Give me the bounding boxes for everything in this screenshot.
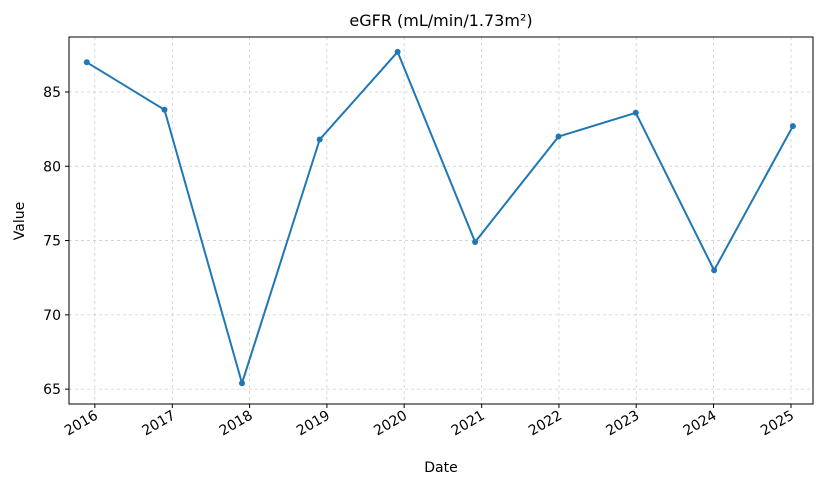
data-point	[83, 59, 90, 66]
x-tick-label: 2022	[526, 408, 565, 440]
x-tick-label: 2018	[217, 408, 256, 440]
y-tick-label: 65	[43, 382, 61, 398]
y-axis-ticks: 65 70 75 80 85	[43, 85, 69, 398]
data-point	[632, 109, 639, 116]
data-point	[394, 48, 401, 55]
x-axis-ticks: 2016 2017 2018 2019 2020 2021 2022 2023 2024 2025	[62, 404, 797, 439]
data-point	[555, 133, 562, 140]
y-tick-label: 70	[43, 308, 61, 324]
plot-area-frame	[68, 36, 814, 405]
x-tick-label: 2024	[681, 408, 720, 440]
data-point	[789, 123, 796, 130]
x-axis-label: Date	[424, 460, 457, 476]
data-point	[316, 136, 323, 143]
x-tick-label: 2021	[449, 408, 488, 440]
x-tick-label: 2019	[294, 408, 333, 440]
data-point	[238, 380, 245, 387]
data-point	[711, 267, 718, 274]
x-tick-label: 2020	[371, 408, 410, 440]
x-tick-label: 2017	[139, 408, 178, 440]
y-tick-label: 75	[43, 234, 61, 250]
series-line	[86, 50, 794, 385]
y-axis-label: Value	[12, 202, 28, 240]
data-point	[472, 239, 479, 246]
series-layer	[83, 48, 796, 387]
chart-title: eGFR (mL/min/1.73m²)	[349, 11, 532, 30]
x-tick-label: 2023	[603, 408, 642, 440]
grid	[69, 37, 813, 404]
y-tick-label: 80	[43, 159, 61, 175]
x-tick-label: 2016	[62, 408, 101, 440]
y-tick-label: 85	[43, 85, 61, 101]
data-point	[161, 106, 168, 113]
x-tick-label: 2025	[758, 408, 797, 440]
